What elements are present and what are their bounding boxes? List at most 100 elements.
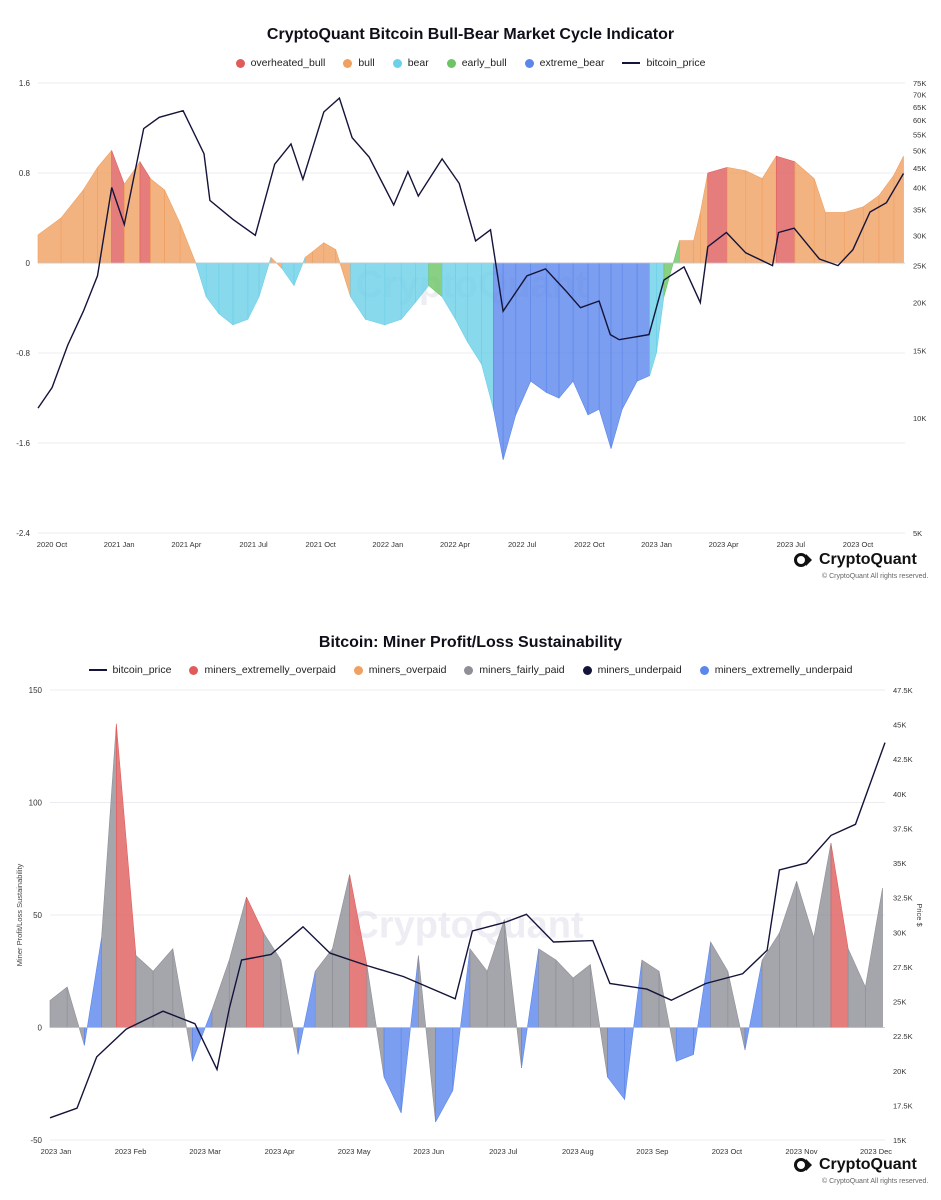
legend-label: bitcoin_price (646, 57, 706, 69)
legend-label: overheated_bull (250, 57, 326, 69)
y-right-tick-label: 55K (913, 131, 926, 140)
indicator-segment-miners_extremelly_underpaid (521, 948, 540, 1069)
legend-item-extreme_bear[interactable]: extreme_bear (524, 57, 605, 69)
legend-item-overheated_bull[interactable]: overheated_bull (235, 57, 326, 69)
indicator-segment-miners_fairly_paid (263, 931, 282, 1028)
y-right-tick-label: 60K (913, 116, 926, 125)
indicator-segment-bull (164, 189, 181, 264)
indicator-segment-bull (179, 223, 197, 264)
indicator-segment-bear (281, 262, 295, 287)
y-right-tick-label: 65K (913, 103, 926, 112)
indicator-segment-extreme_bear (545, 262, 560, 399)
y-right-tick-label: 20K (893, 1067, 906, 1076)
indicator-segment-miners_fairly_paid (66, 986, 85, 1046)
x-tick-label: 2021 Jul (239, 540, 268, 549)
indicator-segment-miners_fairly_paid (813, 842, 832, 1028)
legend-swatch (392, 58, 402, 68)
y-right-tick-label: 25K (913, 262, 926, 271)
x-tick-label: 2022 Jan (372, 540, 403, 549)
legend-item-miners_underpaid[interactable]: miners_underpaid (582, 664, 682, 676)
y-right-tick-label: 35K (893, 859, 906, 868)
x-tick-label: 2023 Jan (41, 1147, 72, 1156)
indicator-segment-miners_extremelly_overpaid (246, 896, 264, 1028)
indicator-segment-overheated_bull (775, 155, 796, 264)
y-right-tick-label: 5K (913, 529, 922, 538)
brand-logo: CryptoQuant (794, 551, 917, 569)
y-right-tick-label: 40K (893, 790, 906, 799)
y-left-tick-label: 100 (29, 799, 43, 808)
x-tick-label: 2023 Jul (777, 540, 806, 549)
indicator-segment-miners_extremelly_underpaid (435, 1027, 454, 1123)
indicator-segment-extreme_bear (572, 262, 589, 415)
y-right-tick-label: 50K (913, 146, 926, 155)
legend-item-miners_overpaid[interactable]: miners_overpaid (353, 664, 446, 676)
miner-sustainability-chart-panel: Bitcoin: Miner Profit/Loss Sustainabilit… (0, 620, 941, 1200)
x-tick-label: 2023 Apr (265, 1147, 296, 1156)
indicator-segment-bull (679, 240, 694, 264)
legend-item-miners_extremelly_underpaid[interactable]: miners_extremelly_underpaid (699, 664, 853, 676)
legend-label: extreme_bear (539, 57, 605, 69)
indicator-segment-bull (726, 167, 747, 264)
indicator-segment-extreme_bear (515, 262, 531, 415)
legend-item-bitcoin_price[interactable]: bitcoin_price (88, 664, 171, 676)
indicator-segment-bull (745, 170, 763, 264)
indicator-segment-miners_extremelly_underpaid (744, 959, 763, 1051)
y-right-tick-label: 30K (893, 928, 906, 937)
legend-item-miners_extremelly_overpaid[interactable]: miners_extremelly_overpaid (189, 664, 336, 676)
indicator-segment-bull (700, 172, 709, 264)
legend-label: bear (407, 57, 429, 69)
indicator-segment-extreme_bear (493, 262, 504, 460)
indicator-segment-miners_extremelly_underpaid (624, 959, 643, 1100)
indicator-segment-miners_extremelly_underpaid (693, 941, 711, 1055)
x-tick-label: 2020 Oct (37, 540, 68, 549)
indicator-segment-miners_fairly_paid (710, 940, 729, 1028)
indicator-segment-miners_fairly_paid (228, 896, 247, 1028)
y-right-tick-label: 70K (913, 90, 926, 99)
legend-item-bitcoin_price[interactable]: bitcoin_price (622, 57, 705, 69)
indicator-segment-bear (656, 262, 665, 354)
indicator-segment-overheated_bull (707, 166, 728, 264)
legend-swatch (524, 58, 534, 68)
indicator-segment-early_bull (663, 240, 680, 297)
indicator-segment-miners_fairly_paid (658, 971, 677, 1062)
indicator-segment-bear (205, 262, 220, 315)
indicator-segment-miners_fairly_paid (847, 948, 866, 1028)
legend-item-bull[interactable]: bull (343, 57, 375, 69)
bitcoin-price-line (37, 96, 905, 409)
watermark: CryptoQuant (351, 905, 584, 947)
y-left-tick-label: 1.6 (19, 79, 31, 88)
y-right-tick-label: 30K (913, 231, 926, 240)
indicator-segment-bear (481, 262, 494, 410)
indicator-segment-miners_fairly_paid (538, 948, 557, 1028)
chart-title: Bitcoin: Miner Profit/Loss Sustainabilit… (318, 634, 623, 651)
indicator-segment-bull (813, 178, 826, 264)
indicator-segment-bear (247, 262, 260, 320)
indicator-segment-miners_fairly_paid (469, 947, 488, 1028)
x-tick-label: 2023 Nov (785, 1147, 817, 1156)
indicator-segment-bull (60, 189, 84, 264)
indicator-segment-bull (893, 155, 904, 264)
indicator-segment-overheated_bull (139, 160, 151, 264)
indicator-segment-bull (312, 242, 325, 264)
indicator-segment-bear (232, 262, 249, 326)
indicator-segment-miners_extremelly_underpaid (84, 937, 102, 1046)
indicator-segment-miners_fairly_paid (779, 881, 797, 1028)
y-left-tick-label: 0 (26, 259, 31, 268)
legend-item-bear[interactable]: bear (392, 57, 429, 69)
indicator-segment-extreme_bear (558, 262, 574, 399)
legend-item-miners_fairly_paid[interactable]: miners_fairly_paid (464, 664, 565, 676)
indicator-segment-bull (693, 212, 701, 264)
x-tick-label: 2023 Jun (413, 1147, 444, 1156)
x-tick-label: 2022 Apr (440, 540, 471, 549)
y-left-tick-label: -2.4 (16, 529, 30, 538)
legend-swatch (88, 669, 107, 671)
indicator-segment-bear (350, 262, 366, 321)
indicator-segment-bull (335, 249, 351, 297)
legend-label: miners_extremelly_underpaid (714, 664, 853, 676)
indicator-segment-bull (323, 242, 336, 264)
indicator-segment-miners_extremelly_underpaid (452, 948, 471, 1091)
bull-bear-chart-svg: 1.6 0.8 0 -0.8 -1.6 -2.4 75K 70K 65K 60K 55K 50K 45K… (16, 79, 926, 549)
legend-item-early_bull[interactable]: early_bull (446, 57, 507, 69)
x-tick-label: 2023 Sep (636, 1147, 668, 1156)
indicator-segment-extreme_bear (598, 262, 612, 449)
